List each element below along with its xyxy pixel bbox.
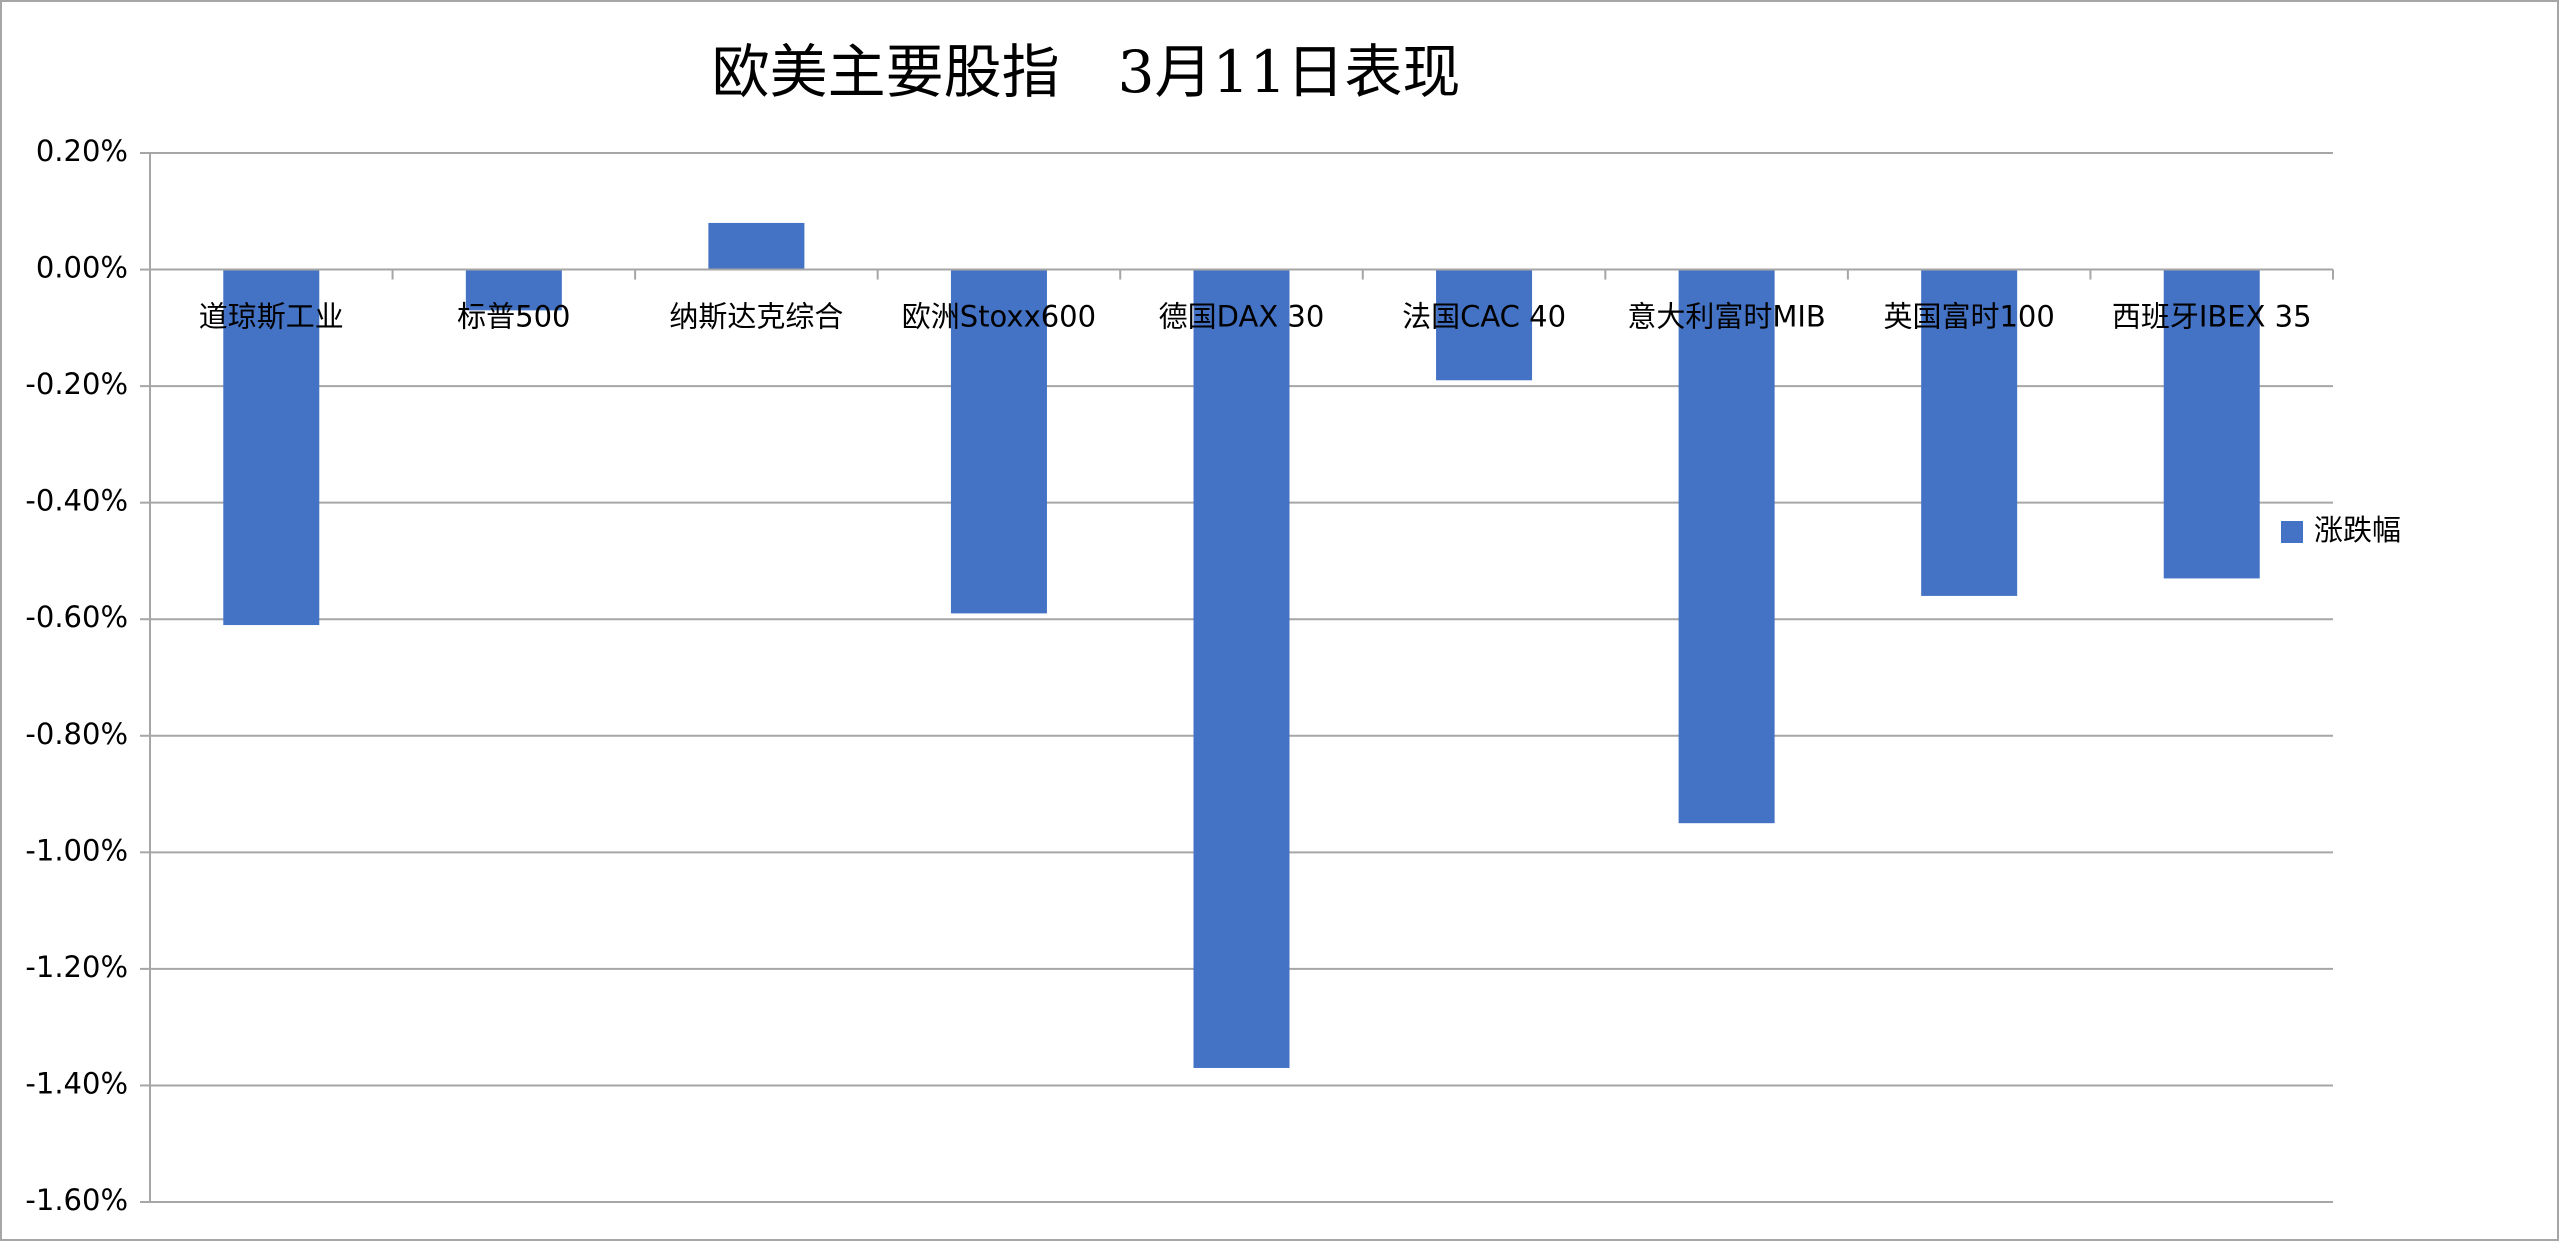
legend-label: 涨跌幅 (2314, 513, 2401, 547)
x-tick-label: 道琼斯工业 (199, 300, 344, 334)
x-tick-label: 英国富时100 (1883, 300, 2054, 334)
y-tick-label: 0.20% (36, 134, 128, 168)
x-tick-label: 意大利富时MIB (1627, 300, 1825, 334)
bar (1193, 269, 1290, 1068)
x-tick-label: 德国DAX 30 (1159, 300, 1325, 334)
y-tick-label: -0.20% (25, 367, 128, 401)
legend-swatch (2281, 521, 2303, 543)
bar (1678, 269, 1775, 824)
chart-title: 欧美主要股指 3月11日表现 (712, 38, 1461, 106)
y-tick-label: 0.00% (36, 251, 128, 285)
y-tick-label: -0.60% (25, 600, 128, 634)
y-tick-label: -1.60% (25, 1183, 128, 1217)
y-tick-label: -1.00% (25, 833, 128, 867)
y-tick-label: -0.40% (25, 484, 128, 518)
x-tick-label: 法国CAC 40 (1402, 300, 1566, 334)
x-tick-label: 纳斯达克综合 (669, 300, 843, 334)
bar (465, 269, 562, 311)
y-tick-label: -0.80% (25, 717, 128, 751)
bar (223, 269, 320, 626)
x-tick-label: 标普500 (457, 300, 570, 334)
bar (1921, 269, 2018, 596)
y-tick-label: -1.20% (25, 950, 128, 984)
bar (2163, 269, 2260, 579)
bar (1436, 269, 1533, 381)
y-tick-label: -1.40% (25, 1066, 128, 1100)
x-tick-label: 欧洲Stoxx600 (902, 300, 1096, 334)
bar (708, 222, 805, 270)
x-tick-label: 西班牙IBEX 35 (2112, 300, 2312, 334)
bar (950, 269, 1047, 614)
